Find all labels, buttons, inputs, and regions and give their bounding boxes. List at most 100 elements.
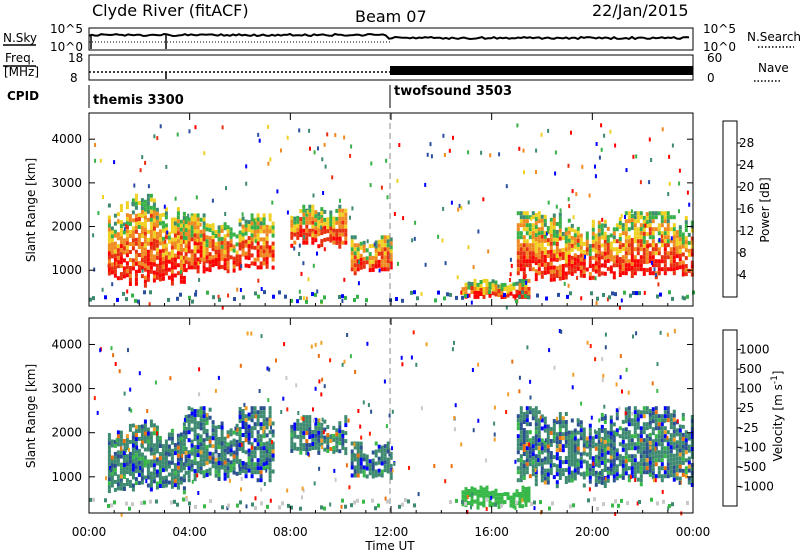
data-cell [663, 267, 667, 272]
data-cell [675, 472, 679, 477]
ground-cell [182, 497, 185, 502]
data-cell [344, 240, 348, 245]
data-cell [131, 198, 135, 203]
data-cell [594, 446, 598, 451]
scatter-cell [217, 294, 220, 299]
scatter-cell [580, 296, 583, 301]
data-cell [235, 459, 239, 464]
data-cell [537, 426, 541, 431]
data-cell [609, 439, 613, 444]
data-cell [155, 457, 159, 462]
data-cell [299, 426, 303, 431]
data-cell [624, 435, 628, 440]
power-colorbar-tick: 8 [739, 246, 747, 260]
scatter-cell [366, 341, 369, 346]
data-cell [603, 239, 607, 244]
scatter-cell [314, 342, 317, 347]
data-cell [265, 252, 269, 257]
data-cell [528, 259, 532, 264]
data-cell [320, 215, 324, 220]
data-cell [672, 413, 676, 418]
data-cell [546, 262, 550, 267]
data-cell [253, 225, 257, 230]
data-cell [675, 242, 679, 247]
data-cell [525, 418, 529, 423]
data-cell [335, 236, 339, 241]
data-cell [600, 227, 604, 232]
data-cell [525, 231, 529, 236]
data-cell [491, 494, 495, 499]
scatter-cell [239, 288, 242, 292]
ground-cell [296, 299, 299, 304]
data-cell [615, 464, 619, 469]
data-cell [669, 417, 673, 422]
data-cell [651, 431, 655, 436]
data-cell [113, 261, 117, 266]
data-cell [597, 264, 601, 269]
data-cell [143, 235, 147, 240]
data-cell [389, 463, 393, 468]
data-cell [579, 253, 583, 258]
data-cell [552, 257, 556, 262]
data-cell [143, 207, 147, 212]
data-cell [341, 429, 345, 434]
data-cell [690, 427, 694, 431]
data-cell [600, 231, 604, 236]
data-cell [214, 473, 218, 478]
ground-cell [461, 500, 464, 504]
data-cell [552, 213, 556, 218]
data-cell [256, 265, 260, 270]
data-cell [244, 231, 248, 236]
data-cell [119, 438, 123, 443]
data-cell [164, 271, 168, 276]
scatter-cell [631, 411, 634, 416]
data-cell [179, 235, 183, 240]
data-cell [657, 271, 661, 276]
data-cell [627, 478, 631, 483]
data-cell [654, 450, 658, 455]
data-cell [149, 261, 153, 266]
data-cell [519, 434, 523, 439]
data-cell [128, 214, 132, 218]
data-cell [211, 420, 215, 425]
data-cell [540, 438, 544, 443]
data-cell [540, 446, 544, 451]
data-cell [389, 237, 393, 242]
data-cell [666, 219, 670, 224]
data-cell [516, 259, 520, 264]
data-cell [164, 467, 168, 472]
data-cell [110, 443, 114, 448]
data-cell [299, 434, 303, 439]
data-cell [627, 227, 631, 232]
data-cell [220, 429, 224, 434]
data-cell [633, 410, 637, 415]
data-cell [226, 229, 230, 234]
data-cell [546, 476, 550, 481]
data-cell [386, 445, 390, 450]
data-cell [196, 265, 200, 270]
data-cell [122, 475, 126, 479]
data-cell [534, 438, 538, 443]
data-cell [624, 243, 628, 248]
data-cell [259, 450, 263, 455]
data-cell [654, 406, 658, 411]
data-cell [155, 425, 159, 430]
scatter-cell [600, 123, 603, 128]
data-cell [134, 465, 138, 470]
data-cell [223, 444, 227, 449]
data-cell [588, 244, 592, 249]
data-cell [223, 258, 227, 263]
data-cell [338, 240, 342, 245]
data-cell [326, 441, 330, 445]
data-cell [344, 419, 348, 424]
data-cell [140, 226, 144, 231]
data-cell [461, 291, 465, 296]
data-cell [639, 263, 643, 268]
data-cell [193, 453, 197, 458]
scatter-cell [265, 461, 268, 465]
data-cell [149, 209, 153, 214]
data-cell [199, 422, 203, 427]
data-cell [660, 438, 664, 443]
data-cell [173, 463, 177, 468]
data-cell [537, 418, 541, 423]
